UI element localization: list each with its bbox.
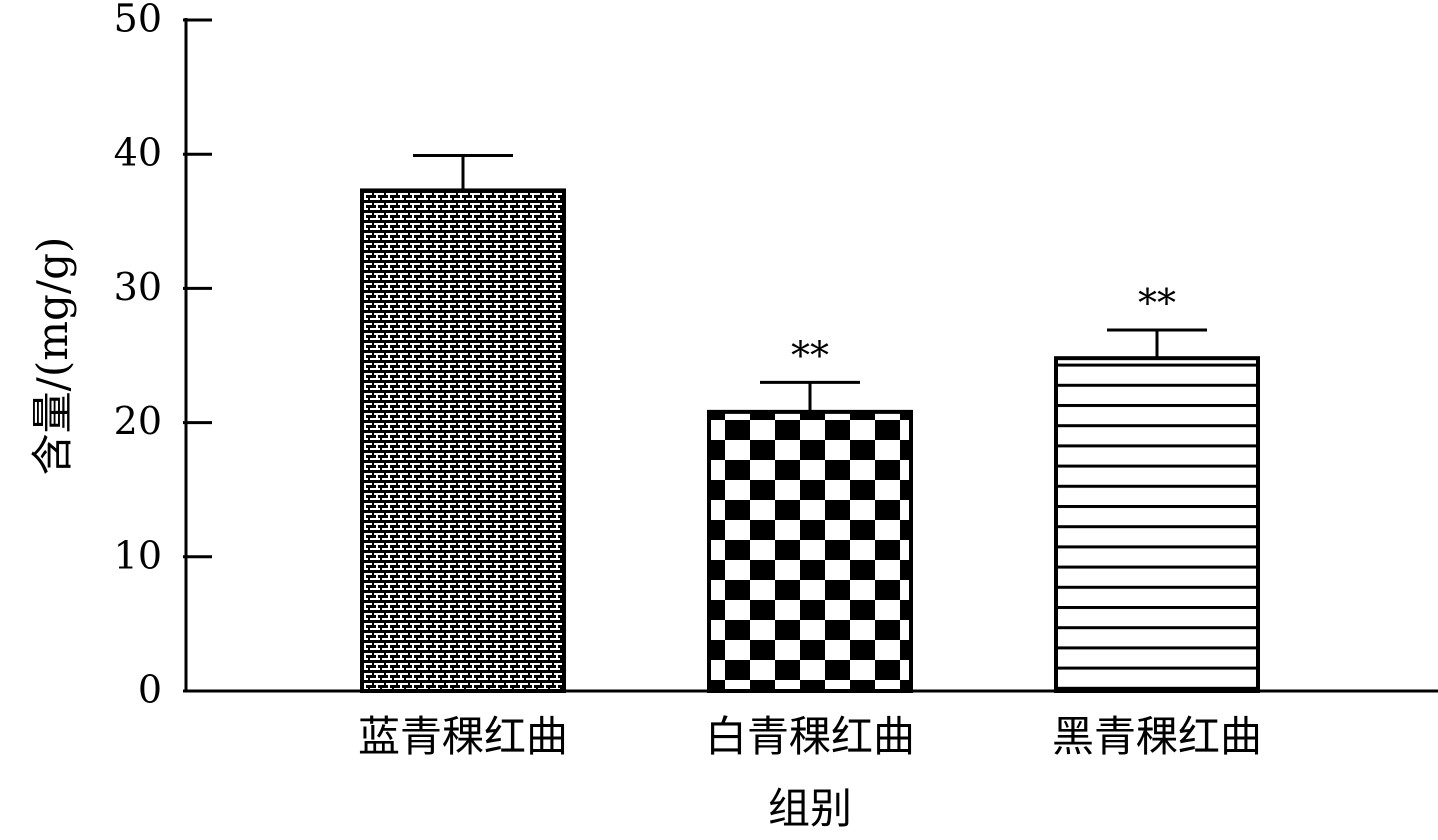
y-axis-title: 含量/(mg/g) <box>28 237 77 476</box>
significance-label: ** <box>1138 281 1176 325</box>
x-category-label: 蓝青稞红曲 <box>358 712 568 761</box>
y-tick-label: 50 <box>114 0 162 41</box>
bar <box>360 188 566 694</box>
bar <box>1054 356 1260 693</box>
y-tick-label: 30 <box>114 265 162 309</box>
x-axis-title: 组别 <box>768 784 852 833</box>
y-tick-label: 20 <box>114 399 162 443</box>
y-tick-label: 0 <box>138 668 162 712</box>
bar <box>707 409 913 693</box>
plot-area: 0 10 20 30 40 50 蓝青稞红曲 ** 白青稞红曲 ** 黑青稞红曲 <box>114 0 1438 761</box>
y-tick-label: 10 <box>114 533 162 577</box>
x-category-label: 黑青稞红曲 <box>1052 712 1262 761</box>
y-tick-label: 40 <box>114 131 162 175</box>
x-category-label: 白青稞红曲 <box>705 712 915 761</box>
significance-label: ** <box>791 333 829 377</box>
